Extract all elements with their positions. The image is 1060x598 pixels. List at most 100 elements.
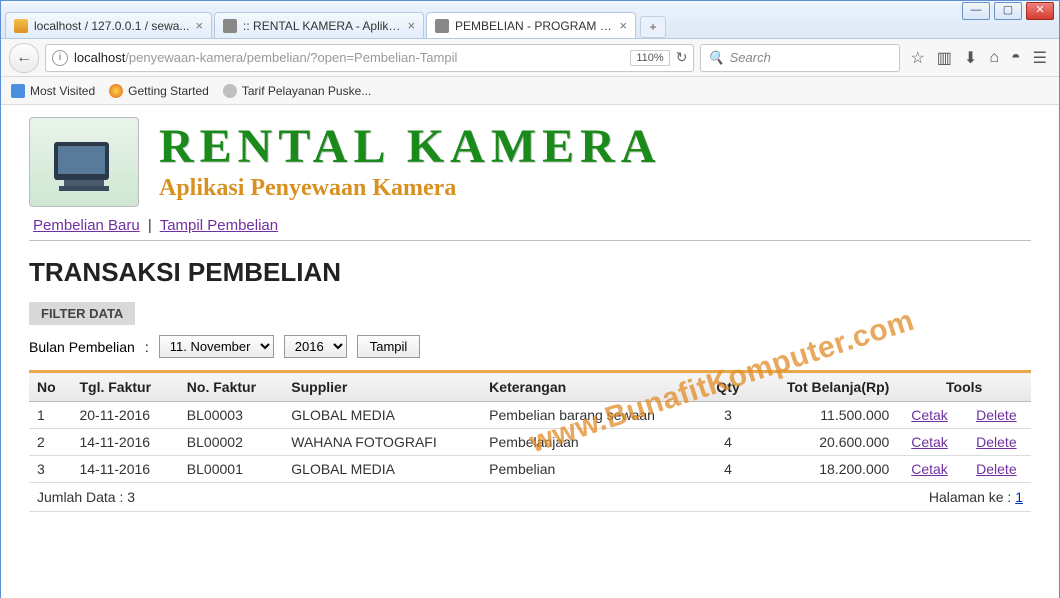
cell-delete: Delete	[962, 402, 1031, 429]
page-content: RENTAL KAMERA Aplikasi Penyewaan Kamera …	[1, 105, 1059, 598]
cell-no: 1	[29, 402, 71, 429]
filter-badge: FILTER DATA	[29, 302, 135, 325]
app-subtitle: Aplikasi Penyewaan Kamera	[159, 175, 661, 202]
cell-tgl: 20-11-2016	[71, 402, 178, 429]
cell-delete: Delete	[962, 456, 1031, 483]
window-close-button[interactable]: ✕	[1026, 2, 1054, 20]
bookmark-label: Tarif Pelayanan Puske...	[242, 84, 371, 98]
cell-keterangan: Pembelian barang sewaan	[481, 402, 704, 429]
col-total: Tot Belanja(Rp)	[752, 372, 897, 402]
browser-navbar: ← i localhost/penyewaan-kamera/pembelian…	[1, 39, 1059, 77]
footer-count: Jumlah Data : 3	[29, 483, 704, 512]
bookmark-star-icon[interactable]: ☆	[910, 48, 924, 68]
cell-keterangan: Pembelian	[481, 456, 704, 483]
table-row: 214-11-2016BL00002WAHANA FOTOGRAFIPembel…	[29, 429, 1031, 456]
cell-supplier: GLOBAL MEDIA	[283, 456, 481, 483]
cell-faktur: BL00001	[179, 456, 283, 483]
cell-supplier: GLOBAL MEDIA	[283, 402, 481, 429]
tab-favicon	[435, 19, 449, 33]
filter-label: Bulan Pembelian	[29, 339, 135, 355]
zoom-indicator[interactable]: 110%	[630, 50, 669, 66]
divider	[29, 240, 1031, 241]
downloads-icon[interactable]: ⬇	[964, 48, 977, 68]
section-title: TRANSAKSI PEMBELIAN	[29, 257, 1031, 288]
col-qty: Qty	[704, 372, 752, 402]
cell-qty: 3	[704, 402, 752, 429]
browser-tab[interactable]: :: RENTAL KAMERA - Aplikasi P... ×	[214, 12, 424, 38]
link-cetak[interactable]: Cetak	[911, 434, 948, 450]
tab-close-icon[interactable]: ×	[195, 18, 203, 33]
bookmark-item[interactable]: Most Visited	[11, 84, 95, 98]
url-text: localhost/penyewaan-kamera/pembelian/?op…	[74, 50, 624, 65]
tab-close-icon[interactable]: ×	[619, 18, 627, 33]
app-title: RENTAL KAMERA	[159, 123, 661, 171]
home-icon[interactable]: ⌂	[989, 49, 999, 67]
col-no: No	[29, 372, 71, 402]
filter-year-select[interactable]: 2016	[284, 335, 347, 358]
cell-total: 11.500.000	[752, 402, 897, 429]
cell-total: 18.200.000	[752, 456, 897, 483]
cell-keterangan: Pembelanjaan	[481, 429, 704, 456]
page-link[interactable]: 1	[1015, 489, 1023, 505]
tab-label: PEMBELIAN - PROGRAM RENT...	[455, 19, 613, 33]
url-box[interactable]: i localhost/penyewaan-kamera/pembelian/?…	[45, 44, 694, 72]
cell-cetak: Cetak	[897, 429, 961, 456]
tab-label: localhost / 127.0.0.1 / sewa...	[34, 19, 189, 33]
site-info-icon[interactable]: i	[52, 50, 68, 66]
tab-label: :: RENTAL KAMERA - Aplikasi P...	[243, 19, 401, 33]
menu-icon[interactable]: ☰	[1033, 48, 1047, 68]
window-minimize-button[interactable]: —	[962, 2, 990, 20]
window-maximize-button[interactable]: ▢	[994, 2, 1022, 20]
link-cetak[interactable]: Cetak	[911, 407, 948, 423]
pocket-icon[interactable]: ▥	[937, 48, 952, 68]
table-row: 120-11-2016BL00003GLOBAL MEDIAPembelian …	[29, 402, 1031, 429]
search-box[interactable]: 🔍 Search	[700, 44, 900, 72]
tab-close-icon[interactable]: ×	[407, 18, 415, 33]
col-keterangan: Keterangan	[481, 372, 704, 402]
bookmark-label: Most Visited	[30, 84, 95, 98]
link-delete[interactable]: Delete	[976, 461, 1016, 477]
browser-tab[interactable]: PEMBELIAN - PROGRAM RENT... ×	[426, 12, 636, 38]
cell-faktur: BL00002	[179, 429, 283, 456]
filter-submit-button[interactable]: Tampil	[357, 335, 421, 358]
cell-cetak: Cetak	[897, 456, 961, 483]
cell-supplier: WAHANA FOTOGRAFI	[283, 429, 481, 456]
table-row: 314-11-2016BL00001GLOBAL MEDIAPembelian4…	[29, 456, 1031, 483]
col-tools: Tools	[897, 372, 1031, 402]
search-icon: 🔍	[707, 50, 723, 66]
search-placeholder: Search	[730, 50, 771, 65]
link-tampil-pembelian[interactable]: Tampil Pembelian	[160, 217, 278, 234]
link-delete[interactable]: Delete	[976, 407, 1016, 423]
col-faktur: No. Faktur	[179, 372, 283, 402]
app-logo	[29, 117, 139, 207]
bookmark-item[interactable]: Tarif Pelayanan Puske...	[223, 84, 371, 98]
cell-no: 2	[29, 429, 71, 456]
link-cetak[interactable]: Cetak	[911, 461, 948, 477]
nav-separator: |	[148, 217, 152, 234]
tab-favicon	[223, 19, 237, 33]
shield-icon[interactable]: ◓	[1011, 49, 1021, 67]
cell-delete: Delete	[962, 429, 1031, 456]
nav-back-button[interactable]: ←	[9, 43, 39, 73]
browser-tabstrip: localhost / 127.0.0.1 / sewa... ×:: RENTA…	[1, 9, 1059, 39]
page-nav-links: Pembelian Baru | Tampil Pembelian	[33, 217, 1027, 234]
cell-qty: 4	[704, 429, 752, 456]
bookmark-icon	[109, 84, 123, 98]
browser-tab[interactable]: localhost / 127.0.0.1 / sewa... ×	[5, 12, 212, 38]
reload-icon[interactable]: ↻	[676, 49, 688, 66]
cell-qty: 4	[704, 456, 752, 483]
bookmarks-bar: Most Visited Getting Started Tarif Pelayan…	[1, 77, 1059, 105]
cell-tgl: 14-11-2016	[71, 456, 178, 483]
new-tab-button[interactable]: +	[640, 16, 666, 38]
cell-total: 20.600.000	[752, 429, 897, 456]
filter-month-select[interactable]: 11. November	[159, 335, 274, 358]
bookmark-label: Getting Started	[128, 84, 209, 98]
purchase-table: No Tgl. Faktur No. Faktur Supplier Keter…	[29, 370, 1031, 512]
bookmark-item[interactable]: Getting Started	[109, 84, 209, 98]
bookmark-icon	[11, 84, 25, 98]
link-delete[interactable]: Delete	[976, 434, 1016, 450]
filter-colon: :	[145, 339, 149, 355]
link-pembelian-baru[interactable]: Pembelian Baru	[33, 217, 140, 234]
col-supplier: Supplier	[283, 372, 481, 402]
col-tgl: Tgl. Faktur	[71, 372, 178, 402]
